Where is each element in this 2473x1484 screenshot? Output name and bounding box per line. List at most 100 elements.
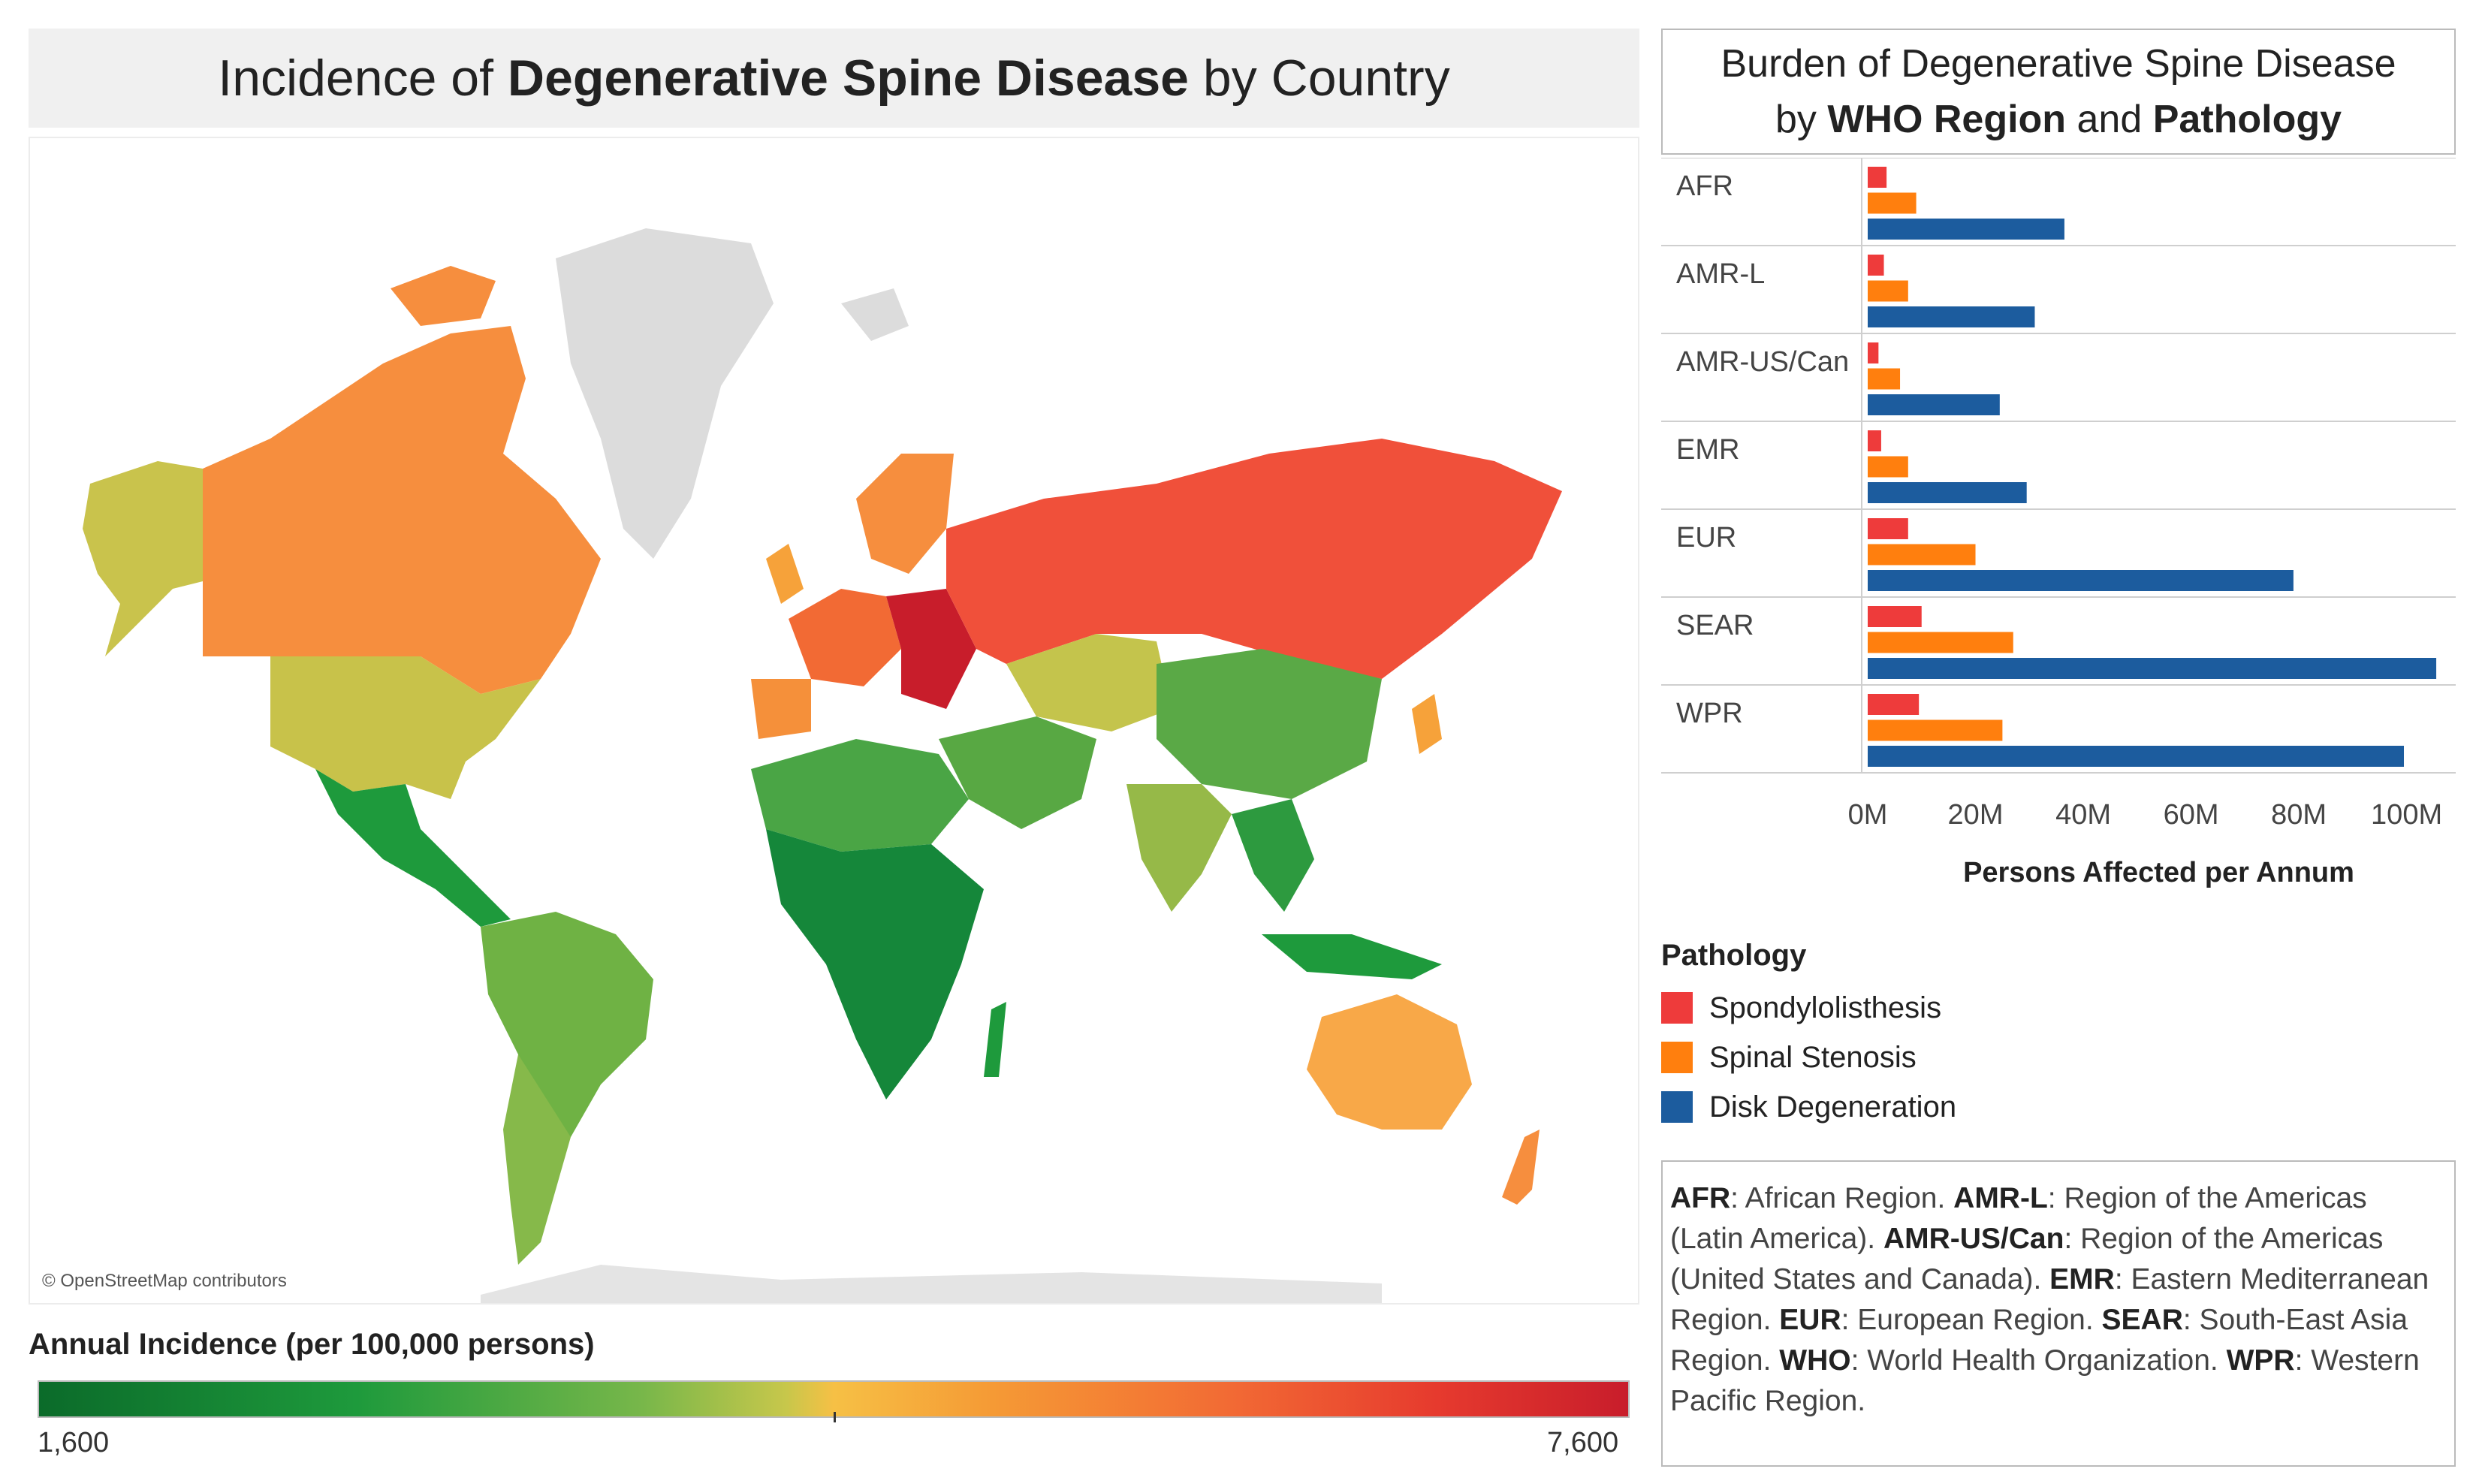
bar-disk-degeneration[interactable] bbox=[1868, 306, 2035, 327]
abbr-term: AFR bbox=[1670, 1182, 1731, 1214]
country-shape-mexico[interactable] bbox=[315, 769, 511, 927]
x-tick-label: 40M bbox=[2055, 799, 2111, 831]
category-label: AMR-US/Can bbox=[1676, 346, 1849, 378]
category-label: WPR bbox=[1676, 698, 1743, 729]
bar-disk-degeneration[interactable] bbox=[1868, 658, 2437, 679]
abbr-definition: : Region of the Americas (Latin America)… bbox=[1670, 1182, 2367, 1255]
abbr-term: WHO bbox=[1779, 1344, 1851, 1377]
bar-spinal-stenosis[interactable] bbox=[1868, 719, 2003, 741]
title-by: by bbox=[1775, 98, 1828, 141]
country-shape-india[interactable] bbox=[1126, 784, 1232, 912]
country-shape-uk[interactable] bbox=[766, 544, 804, 604]
country-shape-usa[interactable] bbox=[270, 656, 541, 799]
country-shape-western-europe[interactable] bbox=[789, 589, 901, 686]
bar-spinal-stenosis[interactable] bbox=[1868, 544, 1976, 566]
title-who-region: WHO Region bbox=[1827, 98, 2067, 141]
map-title: Incidence of Degenerative Spine Disease … bbox=[218, 49, 1449, 107]
country-shape-south-america-north[interactable] bbox=[481, 912, 653, 1137]
country-shape-iberia[interactable] bbox=[751, 679, 811, 739]
bar-chart-title-line2: by WHO Region and Pathology bbox=[1775, 92, 2342, 147]
bar-disk-degeneration[interactable] bbox=[1868, 482, 2027, 503]
country-shape-canada[interactable] bbox=[203, 326, 601, 694]
world-map-svg bbox=[83, 228, 1562, 1303]
abbr-definition: : Region of the Americas (United States … bbox=[1670, 1223, 2384, 1295]
country-shape-russia[interactable] bbox=[946, 439, 1562, 679]
bar-disk-degeneration[interactable] bbox=[1868, 219, 2064, 240]
legend-item-spondylolisthesis[interactable]: Spondylolisthesis bbox=[1661, 983, 1956, 1033]
pathology-legend-title: Pathology bbox=[1661, 939, 1807, 972]
bar-spondylolisthesis[interactable] bbox=[1868, 606, 1922, 627]
color-legend-max-label: 7,600 bbox=[1547, 1427, 1619, 1458]
country-shape-madagascar[interactable] bbox=[984, 1002, 1006, 1077]
bar-spinal-stenosis[interactable] bbox=[1868, 632, 2013, 653]
map-title-bold: Degenerative Spine Disease bbox=[507, 50, 1189, 107]
bar-spondylolisthesis[interactable] bbox=[1868, 167, 1887, 188]
legend-item-spinal-stenosis[interactable]: Spinal Stenosis bbox=[1661, 1033, 1956, 1082]
country-shape-central-asia[interactable] bbox=[1006, 634, 1172, 731]
country-shape-new-zealand[interactable] bbox=[1502, 1130, 1540, 1205]
bar-chart-title-line1: Burden of Degenerative Spine Disease bbox=[1721, 42, 2396, 86]
legend-label-spondylolisthesis: Spondylolisthesis bbox=[1709, 991, 1942, 1024]
bar-disk-degeneration[interactable] bbox=[1868, 570, 2294, 591]
bar-spinal-stenosis[interactable] bbox=[1868, 280, 1908, 302]
country-shape-china[interactable] bbox=[1157, 649, 1382, 799]
country-shape-south-america-south[interactable] bbox=[503, 1054, 571, 1265]
country-shape-australia[interactable] bbox=[1307, 994, 1472, 1130]
abbr-term: SEAR bbox=[2101, 1304, 2183, 1336]
world-map[interactable] bbox=[29, 137, 1639, 1305]
abbr-definition: : World Health Organization. bbox=[1850, 1344, 2227, 1377]
abbreviation-notes: AFR: African Region. AMR-L: Region of th… bbox=[1661, 1160, 2456, 1467]
category-label: EMR bbox=[1676, 434, 1739, 466]
country-shape-indonesia[interactable] bbox=[1262, 934, 1442, 979]
abbr-definition: : Eastern Mediterranean Region. bbox=[1670, 1263, 2429, 1336]
country-shape-north-africa[interactable] bbox=[751, 739, 969, 852]
x-axis-label: Persons Affected per Annum bbox=[1963, 857, 2354, 888]
bar-spondylolisthesis[interactable] bbox=[1868, 694, 1920, 715]
country-shape-arctic-canada[interactable] bbox=[391, 266, 496, 326]
abbr-definition: : European Region. bbox=[1841, 1304, 2102, 1336]
x-tick-label: 100M bbox=[2371, 799, 2442, 831]
bar-spinal-stenosis[interactable] bbox=[1868, 192, 1917, 214]
abbr-term: WPR bbox=[2226, 1344, 2295, 1377]
country-shape-central-europe[interactable] bbox=[886, 589, 976, 709]
country-shape-alaska[interactable] bbox=[83, 461, 203, 656]
bar-spondylolisthesis[interactable] bbox=[1868, 518, 1908, 539]
abbr-definition: : African Region. bbox=[1730, 1182, 1954, 1214]
country-shape-scandinavia[interactable] bbox=[856, 454, 954, 574]
bar-spondylolisthesis[interactable] bbox=[1868, 430, 1881, 451]
legend-swatch-spondylolisthesis bbox=[1661, 992, 1693, 1024]
category-label: AFR bbox=[1676, 170, 1733, 202]
x-tick-label: 60M bbox=[2164, 799, 2219, 831]
category-label: EUR bbox=[1676, 522, 1736, 553]
antarctic-shape bbox=[481, 1265, 1382, 1303]
x-tick-label: 0M bbox=[1848, 799, 1888, 831]
title-pathology: Pathology bbox=[2152, 98, 2342, 141]
color-legend-midpoint-tick bbox=[834, 1412, 836, 1422]
bar-disk-degeneration[interactable] bbox=[1868, 746, 2405, 767]
map-title-pre: Incidence of bbox=[218, 50, 508, 107]
bar-disk-degeneration[interactable] bbox=[1868, 394, 2000, 415]
map-attribution: © OpenStreetMap contributors bbox=[42, 1271, 287, 1291]
bar-chart-title-box: Burden of Degenerative Spine Disease by … bbox=[1661, 29, 2456, 155]
country-shape-japan[interactable] bbox=[1412, 694, 1442, 754]
legend-item-disk-degeneration[interactable]: Disk Degeneration bbox=[1661, 1082, 1956, 1132]
x-tick-label: 20M bbox=[1948, 799, 2004, 831]
country-shape-southeast-asia[interactable] bbox=[1232, 799, 1314, 912]
legend-swatch-disk-degeneration bbox=[1661, 1091, 1693, 1123]
country-shape-middle-east[interactable] bbox=[939, 716, 1096, 829]
bar-spinal-stenosis[interactable] bbox=[1868, 456, 1908, 478]
bar-spondylolisthesis[interactable] bbox=[1868, 255, 1884, 276]
bar-spinal-stenosis[interactable] bbox=[1868, 368, 1901, 390]
category-label: AMR-L bbox=[1676, 258, 1765, 290]
abbr-term: EMR bbox=[2049, 1263, 2115, 1295]
arctic-island-shape bbox=[841, 288, 909, 341]
x-tick-label: 80M bbox=[2271, 799, 2327, 831]
abbr-term: AMR-US/Can bbox=[1883, 1223, 2064, 1255]
legend-label-spinal-stenosis: Spinal Stenosis bbox=[1709, 1040, 1917, 1074]
abbr-definition: : Western Pacific Region. bbox=[1670, 1344, 2420, 1417]
category-label: SEAR bbox=[1676, 610, 1754, 641]
abbr-term: EUR bbox=[1779, 1304, 1841, 1336]
country-shape-sub-saharan-africa[interactable] bbox=[766, 829, 984, 1099]
bar-spondylolisthesis[interactable] bbox=[1868, 342, 1879, 363]
legend-swatch-spinal-stenosis bbox=[1661, 1042, 1693, 1073]
